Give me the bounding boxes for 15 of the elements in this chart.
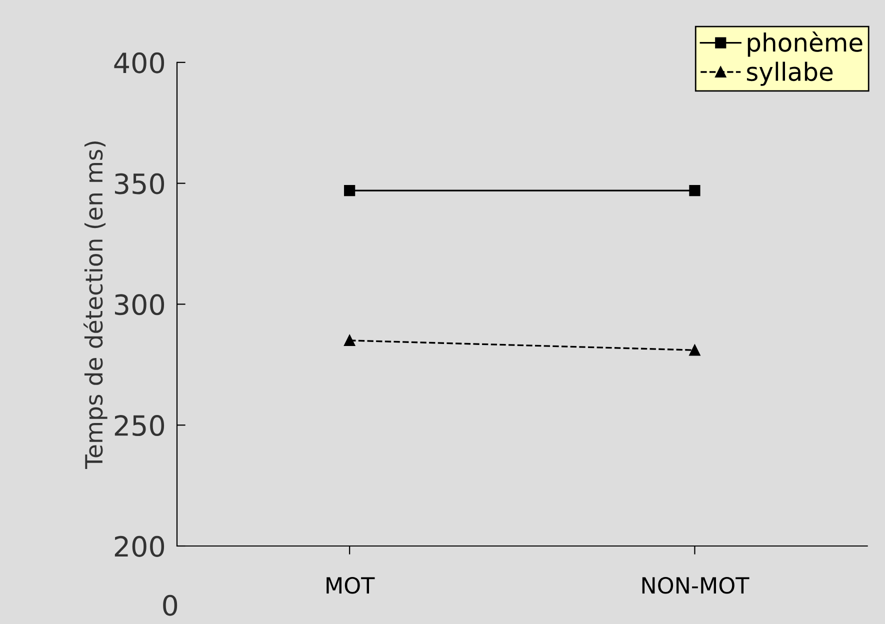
x-tick-label: NON-MOT bbox=[642, 576, 750, 594]
legend-label: phonème bbox=[748, 32, 862, 57]
point bbox=[689, 344, 700, 356]
y-tick-label: 400 bbox=[114, 52, 164, 74]
point bbox=[344, 185, 356, 196]
legend-label: syllabe bbox=[746, 62, 833, 86]
y-tick-label: 250 bbox=[114, 415, 164, 436]
y-tick-label: 300 bbox=[114, 294, 164, 316]
y-axis-title: Temps de détection (en ms) bbox=[84, 141, 108, 470]
y-tick-label: 350 bbox=[114, 173, 164, 194]
x-tick-label: MOT bbox=[326, 576, 375, 594]
point bbox=[344, 334, 356, 346]
y-tick-label: 200 bbox=[114, 536, 164, 557]
text: 0 bbox=[163, 594, 178, 616]
point bbox=[689, 185, 700, 196]
